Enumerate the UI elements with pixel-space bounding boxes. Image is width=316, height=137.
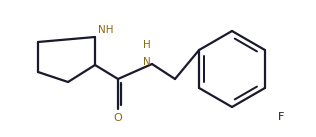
Text: NH: NH <box>98 25 113 35</box>
Text: H: H <box>143 40 151 50</box>
Text: F: F <box>278 112 284 122</box>
Text: O: O <box>114 113 122 123</box>
Text: N: N <box>143 57 151 67</box>
